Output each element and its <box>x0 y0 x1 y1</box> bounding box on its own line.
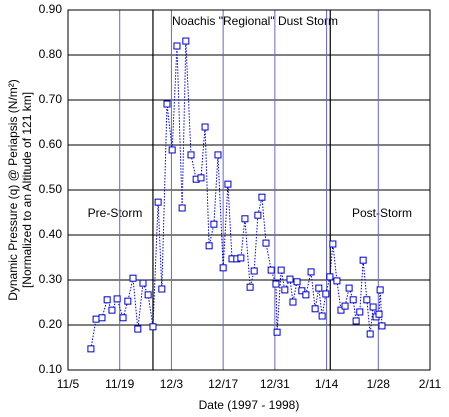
data-point <box>326 273 334 281</box>
data-point <box>298 287 306 295</box>
data-point <box>182 37 190 45</box>
data-point <box>258 193 266 201</box>
data-point <box>281 286 289 294</box>
data-point <box>318 312 326 320</box>
data-point <box>341 302 349 310</box>
data-point <box>363 296 371 304</box>
data-point <box>139 279 147 287</box>
data-point <box>352 317 360 325</box>
data-point <box>302 291 310 299</box>
data-point <box>187 151 195 159</box>
data-point <box>108 306 116 314</box>
y-axis-label: Dynamic Pressure (q) @ Periapsis (N/m²) <box>6 79 20 301</box>
data-point <box>359 256 367 264</box>
y-axis-label: [Normalized to an Altitude of 121 km] <box>20 92 34 288</box>
data-point <box>376 286 384 294</box>
y-tick-label: 0.30 <box>39 272 63 286</box>
data-point <box>158 285 166 293</box>
data-point <box>311 305 319 313</box>
data-point <box>87 345 95 353</box>
data-point <box>349 296 357 304</box>
data-point <box>205 242 213 250</box>
data-point <box>262 239 270 247</box>
data-point <box>210 220 218 228</box>
data-point <box>277 266 285 274</box>
data-point <box>237 254 245 262</box>
x-tick-label: 2/11 <box>419 377 442 391</box>
data-point <box>250 267 258 275</box>
annotation: Post-Storm <box>352 206 412 220</box>
data-point <box>113 295 121 303</box>
data-point <box>273 328 281 336</box>
data-point <box>333 277 341 285</box>
data-point <box>286 275 294 283</box>
data-point <box>322 290 330 298</box>
y-tick-label: 0.70 <box>39 92 63 106</box>
y-tick-label: 0.80 <box>39 47 63 61</box>
chart-title: Noachis "Regional" Dust Storm <box>172 14 338 28</box>
data-point <box>219 264 227 272</box>
data-point <box>168 146 176 154</box>
x-tick-label: 12/31 <box>260 377 290 391</box>
data-point <box>149 323 157 331</box>
x-tick-label: 1/28 <box>367 377 391 391</box>
data-point <box>378 322 386 330</box>
data-point <box>345 284 353 292</box>
data-point <box>241 215 249 223</box>
plot-frame <box>67 9 431 371</box>
data-point <box>369 303 377 311</box>
data-point <box>124 297 132 305</box>
annotation: Pre-Storm <box>88 206 143 220</box>
data-point <box>154 198 162 206</box>
x-tick-label: 11/19 <box>105 377 134 391</box>
data-point <box>92 315 100 323</box>
data-point <box>214 151 222 159</box>
y-tick-label: 0.50 <box>39 182 63 196</box>
data-point <box>246 283 254 291</box>
data-point <box>119 314 127 322</box>
data-point <box>197 174 205 182</box>
data-point <box>224 180 232 188</box>
data-point <box>267 266 275 274</box>
data-point <box>293 278 301 286</box>
data-point <box>201 123 209 131</box>
y-tick-label: 0.40 <box>39 227 63 241</box>
data-point <box>315 284 323 292</box>
data-point <box>337 306 345 314</box>
data-point <box>178 204 186 212</box>
x-tick-label: 12/17 <box>208 377 238 391</box>
data-point <box>329 240 337 248</box>
data-point <box>356 308 364 316</box>
data-point <box>289 298 297 306</box>
data-point <box>98 314 106 322</box>
x-tick-label: 12/3 <box>160 377 184 391</box>
y-tick-label: 0.20 <box>39 317 63 331</box>
data-point <box>173 42 181 50</box>
y-tick-label: 0.60 <box>39 137 63 151</box>
data-point <box>134 325 142 333</box>
y-tick-label: 0.90 <box>39 2 63 16</box>
x-tick-label: 1/14 <box>315 377 339 391</box>
data-point <box>144 291 152 299</box>
x-tick-label: 11/5 <box>57 377 80 391</box>
series-line <box>90 41 383 349</box>
data-point <box>375 310 383 318</box>
data-point <box>163 100 171 108</box>
data-point <box>272 280 280 288</box>
y-tick-label: 0.10 <box>39 362 63 376</box>
data-point <box>307 268 315 276</box>
data-point <box>103 296 111 304</box>
data-point <box>254 211 262 219</box>
data-point <box>366 330 374 338</box>
x-axis-label: Date (1997 - 1998) <box>199 398 300 412</box>
data-point <box>129 274 137 282</box>
